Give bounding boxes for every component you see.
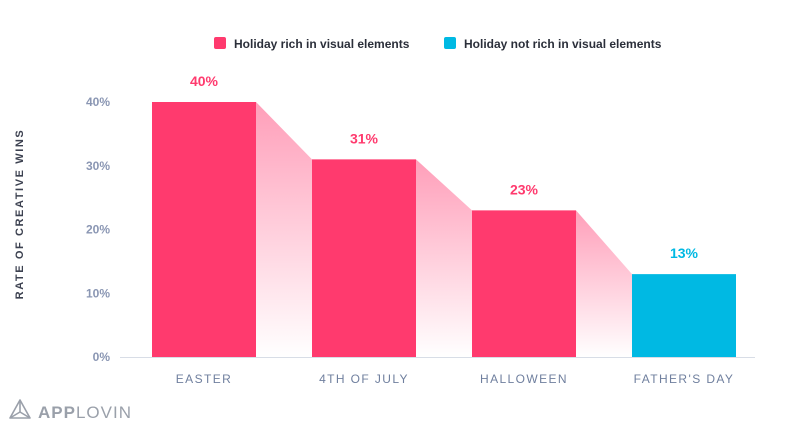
x-tick-label-easter: EASTER xyxy=(176,372,232,386)
bar-4th-of-july xyxy=(312,159,416,357)
y-axis: 0% 10% 20% 30% 40% xyxy=(86,95,110,364)
value-label-4th-of-july: 31% xyxy=(350,130,379,146)
applovin-triangle-icon xyxy=(9,399,31,419)
y-axis-title: RATE OF CREATIVE WINS xyxy=(14,129,26,300)
value-label-halloween: 23% xyxy=(510,181,539,197)
value-label-fathers-day: 13% xyxy=(670,245,699,261)
legend-swatch-rich xyxy=(214,37,226,49)
value-label-easter: 40% xyxy=(190,73,219,89)
y-tick-label-20: 20% xyxy=(86,223,110,237)
bar-easter xyxy=(152,102,256,357)
x-tick-label-halloween: HALLOWEEN xyxy=(480,372,568,386)
legend-item-not-rich: Holiday not rich in visual elements xyxy=(444,37,662,51)
connector-2 xyxy=(576,210,632,357)
y-tick-label-30: 30% xyxy=(86,159,110,173)
brand-name-part2: LOVIN xyxy=(76,403,132,422)
x-tick-label-fathers-day: FATHER'S DAY xyxy=(634,372,735,386)
legend-swatch-not-rich xyxy=(444,37,456,49)
x-tick-label-4th-of-july: 4TH OF JULY xyxy=(319,372,409,386)
brand-logo: APPLOVIN xyxy=(9,399,132,422)
value-labels: 40% 31% 23% 13% xyxy=(190,73,699,261)
legend: Holiday rich in visual elements Holiday … xyxy=(214,37,662,51)
bars xyxy=(152,102,736,357)
y-tick-label-0: 0% xyxy=(93,350,111,364)
bar-connectors xyxy=(256,102,632,357)
x-axis: EASTER 4TH OF JULY HALLOWEEN FATHER'S DA… xyxy=(176,372,735,386)
y-tick-label-40: 40% xyxy=(86,95,110,109)
legend-label-rich: Holiday rich in visual elements xyxy=(234,37,410,51)
connector-0 xyxy=(256,102,312,357)
brand-name-part1: APP xyxy=(38,403,76,422)
legend-label-not-rich: Holiday not rich in visual elements xyxy=(464,37,662,51)
connector-1 xyxy=(416,159,472,357)
legend-item-rich: Holiday rich in visual elements xyxy=(214,37,410,51)
bar-fathers-day xyxy=(632,274,736,357)
bar-halloween xyxy=(472,210,576,357)
brand-name: APPLOVIN xyxy=(38,403,132,422)
y-tick-label-10: 10% xyxy=(86,286,110,300)
